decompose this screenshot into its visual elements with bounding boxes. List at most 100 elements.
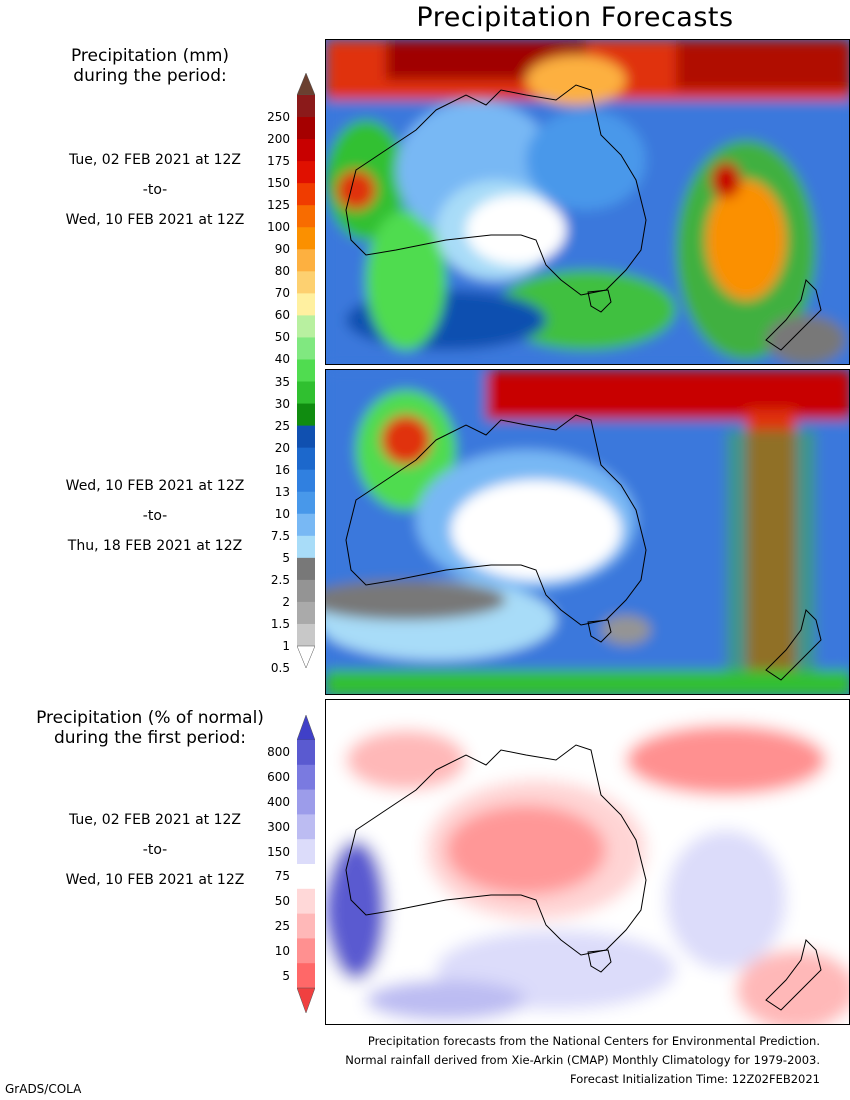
colorbar-tick-label: 80 <box>274 264 290 279</box>
colorbar-tick-label: 0.5 <box>270 661 290 676</box>
colorbar-segment <box>297 205 315 228</box>
period2-end: Thu, 18 FEB 2021 at 12Z <box>67 538 243 554</box>
colorbar-tick-label: 10 <box>274 506 290 521</box>
colorbar-segment <box>297 740 315 766</box>
colorbar-tick-label: 10 <box>274 943 290 958</box>
colorbar-tick-label: 13 <box>274 484 290 499</box>
colorbar-tick-label: 20 <box>274 440 290 455</box>
colorbar-tick-label: 50 <box>274 894 290 909</box>
colorbar-segment <box>297 95 315 118</box>
colorbar-tick-label: 35 <box>274 374 290 389</box>
colorbar-segment <box>297 839 315 865</box>
colorbar-segment <box>297 814 315 840</box>
colorbar-svg <box>297 715 315 1013</box>
period1-end: Wed, 10 FEB 2021 at 12Z <box>65 212 245 228</box>
colorbar-tick-label: 90 <box>274 242 290 257</box>
colorbar-tick-label: 300 <box>267 819 290 834</box>
colorbar-segment <box>297 888 315 915</box>
colorbar-segment <box>297 403 315 427</box>
map-period1-svg <box>326 40 849 364</box>
colorbar-segment <box>297 864 315 890</box>
colorbar-segment <box>297 117 315 140</box>
colorbar-tick-label: 7.5 <box>270 528 290 543</box>
period3-to: -to- <box>142 842 168 858</box>
colorbar-tick-label: 40 <box>274 352 290 367</box>
colorbar-segment <box>297 425 315 449</box>
map-panel-percent-normal <box>325 699 850 1025</box>
colorbar-bottom-arrow <box>297 645 315 668</box>
colorbar-tick-label: 5 <box>282 550 290 565</box>
colorbar-tick-label: 2 <box>282 594 290 609</box>
colorbar-segment <box>297 139 315 162</box>
colorbar-tick-label: 125 <box>267 198 290 213</box>
colorbar-tick-label: 150 <box>267 176 290 191</box>
colorbar-segment <box>297 963 315 989</box>
colorbar-tick-label: 75 <box>274 869 290 884</box>
percent-normal-colorbar <box>297 715 315 1013</box>
footer-line3: Forecast Initialization Time: 12Z02FEB20… <box>570 1072 820 1086</box>
footer-line2: Normal rainfall derived from Xie-Arkin (… <box>345 1053 820 1067</box>
colorbar-tick-label: 200 <box>267 132 290 147</box>
legend2-heading-line1: Precipitation (% of normal) <box>36 708 264 728</box>
colorbar-segment <box>297 293 315 316</box>
colorbar-segment <box>297 183 315 206</box>
colorbar-segment <box>297 938 315 964</box>
colorbar-svg <box>297 73 315 668</box>
colorbar-tick-label: 800 <box>267 745 290 760</box>
colorbar-top-arrow <box>297 715 315 741</box>
period2-to: -to- <box>142 508 168 524</box>
colorbar-segment <box>297 557 315 581</box>
colorbar-segment <box>297 513 315 537</box>
colorbar-tick-label: 600 <box>267 770 290 785</box>
footer-line1: Precipitation forecasts from the Nationa… <box>367 1034 820 1048</box>
map-panel-period2 <box>325 369 850 695</box>
period3-start: Tue, 02 FEB 2021 at 12Z <box>68 812 242 828</box>
colorbar-tick-label: 50 <box>274 330 290 345</box>
period1-start: Tue, 02 FEB 2021 at 12Z <box>68 152 242 168</box>
colorbar-segment <box>297 337 315 360</box>
colorbar-segment <box>297 469 315 493</box>
colorbar-segment <box>297 447 315 471</box>
colorbar-segment <box>297 249 315 272</box>
colorbar-segment <box>297 161 315 184</box>
colorbar-tick-label: 25 <box>274 919 290 933</box>
colorbar-segment <box>297 535 315 559</box>
colorbar-tick-label: 150 <box>267 844 290 859</box>
map-panel-period1 <box>325 39 850 365</box>
map-percent-normal-svg <box>326 700 849 1024</box>
colorbar-segment <box>297 601 315 625</box>
colorbar-tick-label: 2.5 <box>270 572 290 587</box>
colorbar-tick-label: 16 <box>274 462 290 477</box>
period3-end: Wed, 10 FEB 2021 at 12Z <box>65 872 245 888</box>
legend1-heading-line1: Precipitation (mm) <box>70 46 230 66</box>
colorbar-segment <box>297 227 315 250</box>
colorbar-tick-label: 250 <box>267 110 290 125</box>
map-period2-svg <box>326 370 849 694</box>
colorbar-tick-label: 175 <box>267 154 290 169</box>
colorbar-segment <box>297 764 315 791</box>
legend2-heading-line2: during the first period: <box>53 728 247 748</box>
period2-start: Wed, 10 FEB 2021 at 12Z <box>65 478 245 494</box>
colorbar-tick-label: 1 <box>282 639 290 653</box>
colorbar-bottom-arrow <box>297 987 315 1013</box>
colorbar-tick-label: 400 <box>267 795 290 809</box>
colorbar-segment <box>297 381 315 405</box>
colorbar-segment <box>297 623 315 647</box>
colorbar-segment <box>297 315 315 338</box>
colorbar-tick-label: 70 <box>274 286 290 301</box>
colorbar-segment <box>297 789 315 815</box>
legend2-heading: Precipitation (% of normal) during the f… <box>0 708 300 748</box>
legend1-heading: Precipitation (mm) during the period: <box>0 46 300 86</box>
colorbar-segment <box>297 359 315 383</box>
colorbar-segment <box>297 491 315 515</box>
colorbar-segment <box>297 579 315 603</box>
footer-notes: Precipitation forecasts from the Nationa… <box>345 1032 820 1089</box>
page-title: Precipitation Forecasts <box>416 2 734 33</box>
colorbar-top-arrow <box>297 73 315 96</box>
colorbar-tick-label: 60 <box>274 308 290 323</box>
colorbar-segment <box>297 271 315 294</box>
colorbar-tick-label: 30 <box>274 396 290 411</box>
colorbar-tick-label: 25 <box>274 418 290 433</box>
colorbar-segment <box>297 913 315 939</box>
precip-mm-colorbar <box>297 73 315 668</box>
